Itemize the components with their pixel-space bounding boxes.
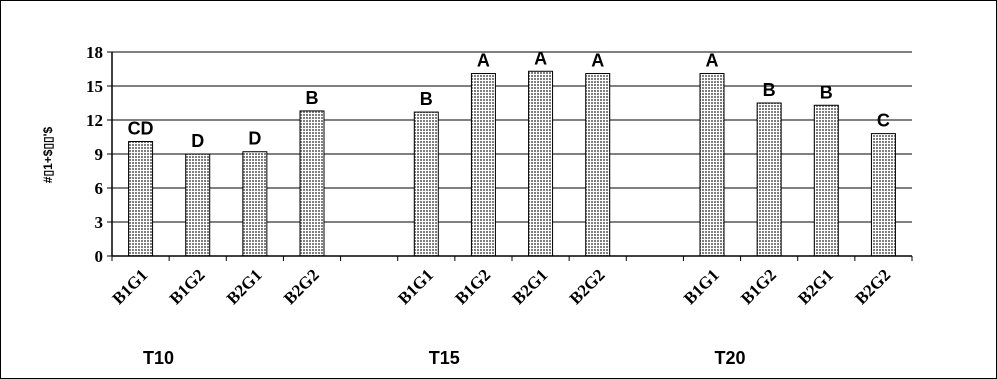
significance-letter: D (191, 131, 204, 151)
significance-letter: A (706, 51, 719, 71)
bar-T20-B2G2 (870, 133, 896, 257)
bar-T10-B1G1 (128, 141, 154, 257)
group-label-T15: T15 (429, 348, 460, 368)
significance-letter: C (877, 111, 890, 131)
y-axis-ticks: 0 3 6 9 12 15 18 (86, 43, 913, 266)
bar-T15-B2G1 (528, 70, 554, 257)
bar-T20-B1G1 (699, 73, 725, 257)
group-label-T10: T10 (143, 348, 174, 368)
y-tick-label: 18 (86, 43, 103, 62)
bar-T10-B1G2 (185, 153, 211, 257)
significance-letter: B (820, 82, 833, 102)
group-labels: T10 T15 T20 (143, 348, 745, 368)
y-tick-label: 6 (95, 179, 104, 198)
significance-letter: A (591, 51, 604, 71)
significance-letter: A (477, 51, 490, 71)
significance-letter: B (763, 80, 776, 100)
y-tick-label: 3 (95, 213, 104, 232)
significance-letter: B (306, 88, 319, 108)
bar-T15-B1G1 (413, 111, 439, 257)
significance-letter: B (420, 89, 433, 109)
y-axis-title: #▯1+$▯▯'$ (41, 126, 55, 183)
group-label-T20: T20 (714, 348, 745, 368)
bars (128, 70, 896, 257)
significance-letter: CD (128, 119, 154, 139)
bar-T15-B2G2 (585, 73, 611, 257)
y-tick-label: 9 (95, 145, 104, 164)
y-tick-label: 0 (95, 247, 104, 266)
bar-T15-B1G2 (470, 73, 496, 257)
significance-letter: A (534, 48, 547, 68)
bar-T10-B2G1 (242, 151, 268, 257)
bar-T20-B2G1 (813, 104, 839, 257)
bar-T20-B1G2 (756, 102, 782, 257)
bar-T10-B2G2 (299, 110, 325, 257)
y-tick-label: 15 (86, 77, 103, 96)
significance-letter: D (248, 129, 261, 149)
y-tick-label: 12 (86, 111, 103, 130)
significance-letters: CD D D B B A A A A B B C (128, 48, 890, 151)
